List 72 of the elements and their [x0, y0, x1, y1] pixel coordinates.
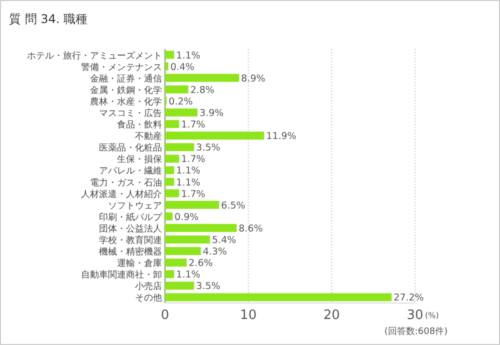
y-tick-label: アパレル・繊維 — [99, 166, 162, 177]
y-tick-label: 電力・ガス・石油 — [90, 177, 162, 188]
data-label: 8.9% — [241, 73, 266, 84]
y-tick-label: 機械・精密機器 — [99, 246, 162, 258]
data-label: 0.4% — [170, 62, 194, 73]
data-label: 8.6% — [238, 223, 263, 234]
bar — [165, 236, 210, 244]
bar — [165, 62, 168, 70]
data-label: 4.3% — [202, 246, 227, 258]
bar — [165, 143, 194, 152]
y-tick-label: 印刷・紙パルプ — [99, 212, 163, 223]
text: (回答数:608件) — [384, 326, 448, 337]
y-tick-label: マスコミ・広告 — [99, 108, 162, 119]
data-label: 0.2% — [168, 96, 193, 108]
data-label: 1.1% — [176, 50, 200, 62]
data-label: 3.9% — [200, 108, 224, 119]
bar — [165, 120, 180, 128]
data-label: 1.7% — [181, 154, 206, 166]
data-label: 5.4% — [212, 235, 236, 246]
bar — [165, 108, 198, 116]
bar — [165, 293, 392, 302]
bar — [165, 132, 264, 140]
bar — [165, 50, 174, 59]
y-tick-label: 警備・メンテナンス — [81, 62, 162, 73]
data-label: 1.1% — [176, 177, 200, 188]
y-tick-label: 運輸・倉庫 — [117, 258, 162, 270]
bar — [165, 212, 172, 220]
data-label: 3.5% — [196, 281, 220, 292]
y-tick-label: 学校・教育関連 — [99, 235, 162, 246]
x-axis-title: (%) — [425, 311, 439, 320]
data-label: 27.2% — [394, 292, 424, 304]
y-tick-label: 人材派遣・人材紹介 — [81, 188, 162, 200]
y-tick-label: ソフトウェア — [108, 201, 162, 212]
data-label: 0.9% — [174, 212, 199, 223]
y-tick-label: 医薬品・化粧品 — [99, 142, 162, 154]
y-tick-label: 自動車関連商社・卸 — [81, 270, 162, 281]
y-tick-label: 不動産 — [135, 131, 162, 142]
data-label: 1.7% — [181, 188, 206, 200]
data-label: 2.6% — [188, 258, 213, 270]
data-label: 1.1% — [176, 270, 200, 281]
bar — [165, 166, 174, 174]
y-tick-label: ホテル・旅行・アミューズメント — [27, 50, 162, 62]
data-label: 11.9% — [266, 131, 296, 142]
bar — [165, 282, 194, 290]
bar — [165, 85, 188, 94]
y-tick-label: 金融・証券・通信 — [90, 73, 162, 84]
data-label: 3.5% — [196, 142, 220, 154]
bar — [165, 258, 187, 267]
data-label: 2.8% — [190, 84, 214, 96]
x-tick-label: 10 — [240, 308, 257, 323]
bar — [165, 247, 201, 256]
x-tick-label: 20 — [323, 308, 340, 323]
data-label: 1.7% — [181, 120, 206, 131]
y-tick-label: 食品・飲料 — [117, 120, 162, 131]
bar — [165, 74, 240, 82]
y-tick-label: 小売店 — [135, 281, 162, 292]
data-label: 6.5% — [221, 200, 246, 212]
text: 質 問 34. 職種 — [9, 12, 88, 26]
bar — [165, 224, 237, 232]
x-tick-label: 30 — [406, 308, 424, 323]
data-label: 1.1% — [176, 166, 200, 177]
y-tick-label: 農林・水産・化学 — [90, 96, 162, 108]
y-tick-label: その他 — [135, 292, 162, 304]
x-tick-label: 0 — [160, 308, 170, 323]
bar — [165, 200, 220, 209]
y-tick-label: 生保・損保 — [117, 154, 162, 166]
y-tick-label: 金属・鉄鋼・化学 — [90, 84, 162, 96]
bar — [165, 270, 174, 278]
y-tick-label: 団体・公益法人 — [99, 223, 162, 234]
bar — [165, 189, 180, 198]
bar — [165, 178, 174, 186]
bar — [165, 154, 180, 163]
